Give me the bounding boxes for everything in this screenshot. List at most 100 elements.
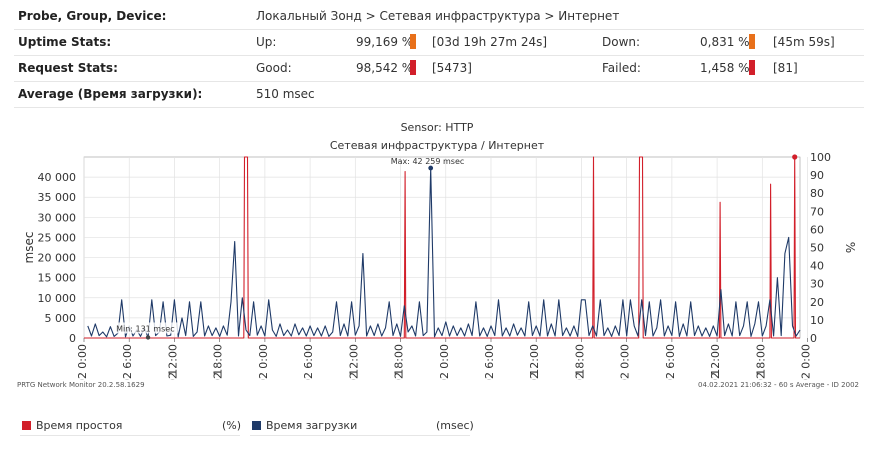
- downtime-legend-swatch: [22, 421, 31, 430]
- load-time-series-line: [87, 167, 801, 339]
- y-right-tick-label: 60: [810, 223, 824, 236]
- x-tick-time: 0:00: [257, 344, 270, 369]
- down-percent: 0,831 %: [700, 35, 750, 49]
- x-tick-time: 12:00: [528, 344, 541, 376]
- max-marker: [428, 165, 434, 171]
- down-indicator-bar: [749, 34, 755, 49]
- x-tick-label-group: 03.02 6:00: [483, 344, 496, 380]
- failed-percent: 1,458 %: [700, 61, 750, 75]
- y-right-tick-label: 0: [810, 332, 817, 345]
- x-tick-label-group: 02.02 0:00: [438, 344, 451, 380]
- downtime-series-line: [84, 156, 800, 339]
- uptime-stats-label: Uptime Stats:: [18, 35, 112, 49]
- x-tick-label-group: 02.02 6:00: [302, 344, 315, 380]
- x-tick-date: 04.02: [754, 372, 767, 380]
- x-tick-label-group: 01.02 6:00: [121, 344, 134, 380]
- x-tick-date: 04.02: [664, 372, 677, 380]
- x-tick-date: 01.02: [76, 372, 89, 380]
- x-tick-time: 0:00: [438, 344, 451, 369]
- x-tick-time: 6:00: [121, 344, 134, 369]
- x-tick-time: 12:00: [347, 344, 360, 376]
- x-tick-label-group: 04.02 6:00: [664, 344, 677, 380]
- downtime-marker: [792, 154, 798, 160]
- y-right-tick-label: 10: [810, 314, 824, 327]
- chart-series: [84, 154, 801, 339]
- load-time-legend-swatch: [252, 421, 261, 430]
- up-percent: 99,169 %: [356, 35, 414, 49]
- x-tick-time: 6:00: [664, 344, 677, 369]
- y-left-tick-label: 25 000: [38, 231, 77, 244]
- prtg-version: PRTG Network Monitor 20.2.58.1629: [17, 381, 145, 389]
- down-label: Down:: [602, 35, 641, 49]
- x-tick-date: 01.02: [166, 372, 179, 380]
- x-tick-date: 01.02: [212, 372, 225, 380]
- x-tick-label-group: 02.0218:00: [393, 344, 406, 380]
- legend-divider: [20, 435, 240, 436]
- x-tick-label-group: 01.02 0:00: [257, 344, 270, 380]
- failed-count: [81]: [773, 61, 798, 75]
- sensor-stats-table: Probe, Group, Device: Локальный Зонд > С…: [14, 4, 864, 108]
- y-left-tick-label: 30 000: [38, 211, 77, 224]
- x-tick-date: 01.02: [257, 372, 270, 380]
- y-left-tick-label: 35 000: [38, 191, 77, 204]
- chart-annotations: Max: 42 259 msec Min: 131 msec: [114, 157, 464, 340]
- x-tick-label-group: 03.0218:00: [573, 344, 586, 380]
- y-left-tick-label: 0: [69, 332, 76, 345]
- plot-area: [83, 156, 801, 339]
- min-annotation: Min: 131 msec: [116, 324, 175, 333]
- x-tick-time: 12:00: [166, 344, 179, 376]
- x-tick-label-group: 03.02 0:00: [619, 344, 632, 380]
- chart-grid: [83, 156, 808, 339]
- x-tick-date: 02.02: [438, 372, 451, 380]
- request-stats-label: Request Stats:: [18, 61, 118, 75]
- x-tick-date: 02.02: [347, 372, 360, 380]
- x-tick-date: 03.02: [483, 372, 496, 380]
- down-duration: [45m 59s]: [773, 35, 835, 49]
- x-tick-date: 03.02: [528, 372, 541, 380]
- x-tick-time: 18:00: [754, 344, 767, 376]
- good-label: Good:: [256, 61, 292, 75]
- max-annotation: Max: 42 259 msec: [391, 157, 465, 166]
- y-left-axis-title: msec: [22, 232, 36, 264]
- y-right-tick-label: 80: [810, 187, 824, 200]
- probe-group-device-label: Probe, Group, Device:: [18, 9, 167, 23]
- chart-axes: 0 5 000 10 000 15 000 20 000 25 000 30 000 35 0…: [22, 151, 857, 380]
- x-tick-time: 6:00: [302, 344, 315, 369]
- x-tick-time: 6:00: [483, 344, 496, 369]
- x-tick-time: 0:00: [619, 344, 632, 369]
- min-marker: [145, 335, 151, 340]
- good-count: [5473]: [432, 61, 472, 75]
- chart-title: Sensor: HTTP: [401, 121, 474, 134]
- y-right-tick-label: 90: [810, 169, 824, 182]
- chart-subtitle: Сетевая инфраструктура / Интернет: [330, 139, 545, 152]
- y-left-tick-label: 40 000: [38, 171, 77, 184]
- good-indicator-bar: [410, 60, 416, 75]
- x-tick-time: 0:00: [76, 344, 89, 369]
- x-tick-date: 04.02: [800, 372, 813, 380]
- request-stats-row: Request Stats: Good: 98,542 % [5473] Fai…: [14, 56, 864, 82]
- x-tick-date: 03.02: [573, 372, 586, 380]
- y-right-tick-label: 70: [810, 205, 824, 218]
- x-tick-date: 03.02: [619, 372, 632, 380]
- probe-group-device-path: Локальный Зонд > Сетевая инфраструктура …: [256, 9, 620, 23]
- x-tick-date: 04.02: [709, 372, 722, 380]
- x-tick-label-group: 01.0218:00: [212, 344, 225, 380]
- up-indicator-bar: [410, 34, 416, 49]
- x-tick-date: 02.02: [302, 372, 315, 380]
- x-tick-date: 01.02: [121, 372, 134, 380]
- chart-timestamp: 04.02.2021 21:06:32 - 60 s Average - ID …: [698, 381, 859, 389]
- x-tick-time: 18:00: [393, 344, 406, 376]
- downtime-legend-label: Время простоя: [36, 419, 123, 432]
- y-right-tick-label: 30: [810, 278, 824, 291]
- y-left-tick-label: 5 000: [45, 312, 77, 325]
- y-right-tick-label: 100: [810, 151, 831, 164]
- x-tick-time: 0:00: [800, 344, 813, 369]
- y-left-tick-label: 20 000: [38, 252, 77, 265]
- x-tick-time: 18:00: [212, 344, 225, 376]
- y-right-tick-label: 50: [810, 242, 824, 255]
- http-sensor-chart[interactable]: Sensor: HTTP Сетевая инфраструктура / Ин…: [0, 118, 877, 380]
